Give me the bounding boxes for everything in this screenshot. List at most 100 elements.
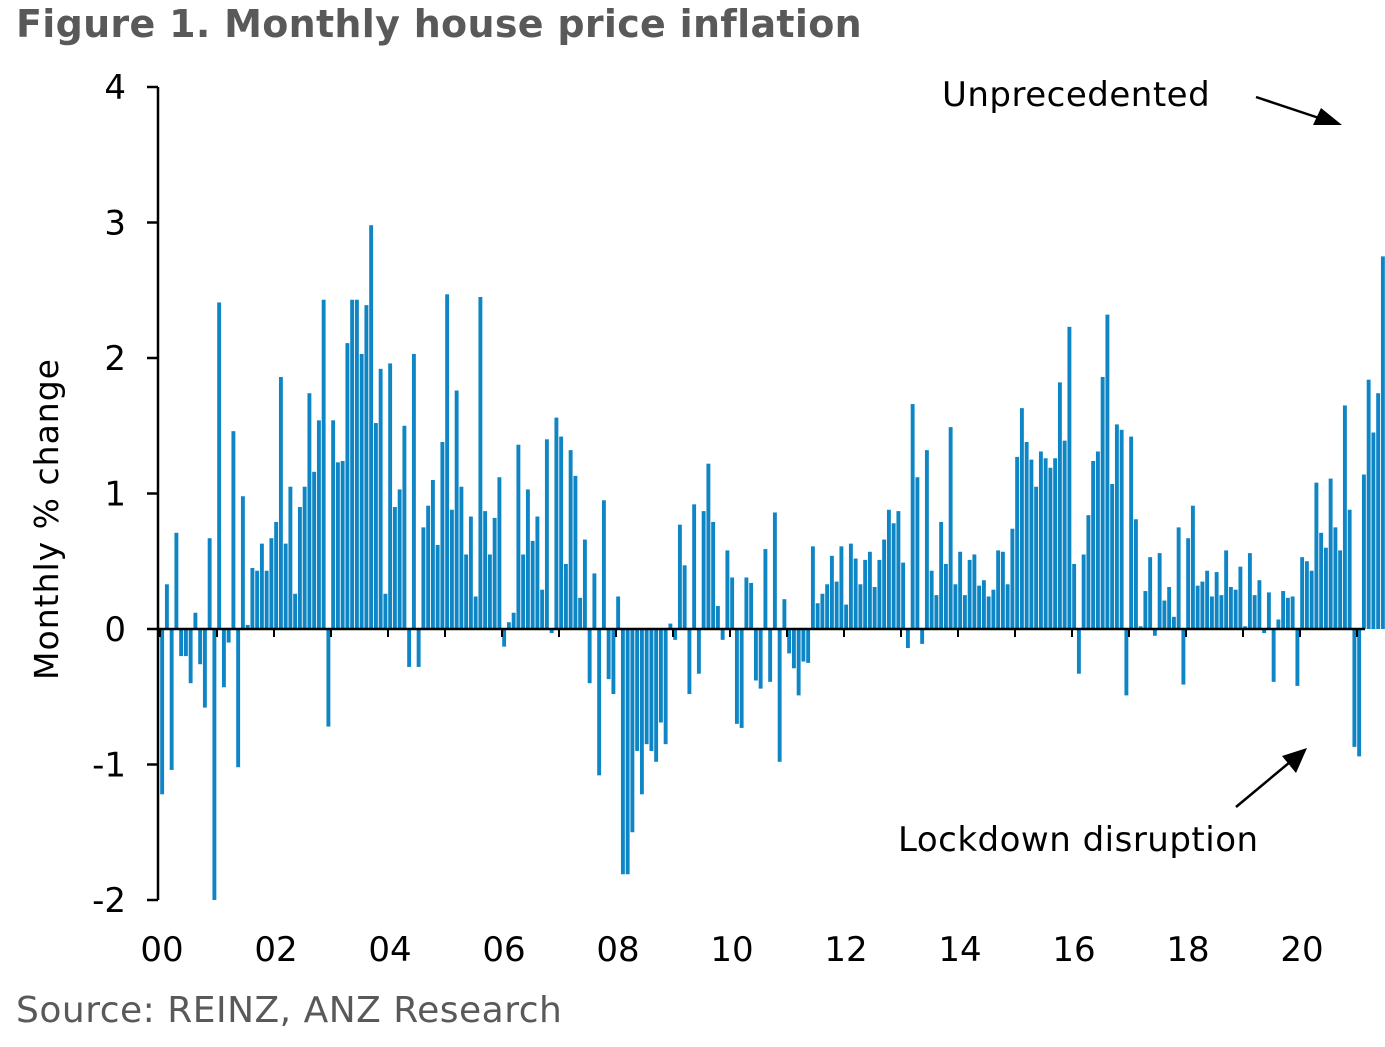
bar [1005,584,1010,629]
bar [1195,585,1200,629]
bar [782,599,787,629]
bar [1119,429,1124,629]
bar [654,629,659,762]
bar [1309,570,1314,629]
annotation-unprecedented-text: Unprecedented [942,75,1210,115]
bar [687,629,692,695]
bar [1176,527,1181,630]
bar [459,486,464,629]
bar [749,582,754,629]
bar [568,450,573,629]
bar [1347,509,1352,629]
bar [1167,587,1172,629]
bar [1034,486,1039,629]
bar [901,562,906,629]
bar [1247,553,1252,629]
bar [492,517,497,629]
bar [1262,629,1267,634]
x-tick-label: 18 [1166,930,1209,970]
bar [815,603,820,629]
bar [991,589,996,629]
bar [264,570,269,629]
bar [535,516,540,629]
annotation-unprecedented-arrow [1255,95,1320,120]
bar [882,539,887,629]
bar [559,436,564,629]
bar [212,629,217,900]
bar [867,551,872,629]
annotation-lockdown-text: Lockdown disruption [898,820,1259,860]
bar [231,431,236,629]
bar [335,462,340,629]
bar [1366,379,1371,629]
bar [378,368,383,629]
bar [373,423,378,629]
bar [758,629,763,689]
bar [416,629,421,667]
annotation-unprecedented-arrowhead [1313,108,1342,125]
bar [1380,256,1385,630]
bar [164,584,169,629]
y-tick-label: 1 [104,475,126,515]
bar [910,404,915,629]
bar [720,629,725,640]
bar [1333,527,1338,630]
bar [454,390,459,629]
bar [293,593,298,629]
bar [1190,505,1195,629]
bar [430,479,435,629]
bar [487,554,492,629]
bar [1238,566,1243,629]
bar [696,629,701,674]
bar [791,629,796,669]
y-tick-label: 0 [104,610,126,650]
bar [511,612,516,629]
bar [1133,519,1138,629]
bar [606,629,611,680]
bar [1304,561,1309,629]
bar [563,563,568,629]
bar [715,605,720,629]
x-tick-label: 14 [938,930,981,970]
bar [1010,528,1015,629]
bar [701,511,706,629]
bar [734,629,739,724]
bar [1110,484,1115,629]
bar [217,302,222,629]
bar [877,559,882,629]
bar [1048,467,1053,629]
bar [226,629,231,643]
bar [915,477,920,629]
bar [473,596,478,629]
bar [506,622,511,629]
bar [1076,629,1081,674]
bar [274,521,279,629]
bar [1072,563,1077,629]
bar [1352,629,1357,747]
bar [673,629,678,640]
bar [934,595,939,630]
bar [521,554,526,629]
bar [440,442,445,629]
bar [730,577,735,629]
bar [739,629,744,728]
bar [639,629,644,795]
bar [744,577,749,629]
bar [1053,458,1058,629]
bar [1243,626,1248,629]
y-tick-label: 4 [104,68,126,108]
bar [597,629,602,776]
bar [169,629,174,770]
bar [725,550,730,629]
bar [1067,326,1072,629]
bar [663,629,668,745]
bar [1148,557,1153,629]
bar [1000,551,1005,629]
bar [1200,581,1205,629]
bar [554,417,559,629]
bar [516,444,521,629]
bar [1114,424,1119,629]
bar [986,596,991,629]
bar [587,629,592,684]
bar [611,629,616,695]
